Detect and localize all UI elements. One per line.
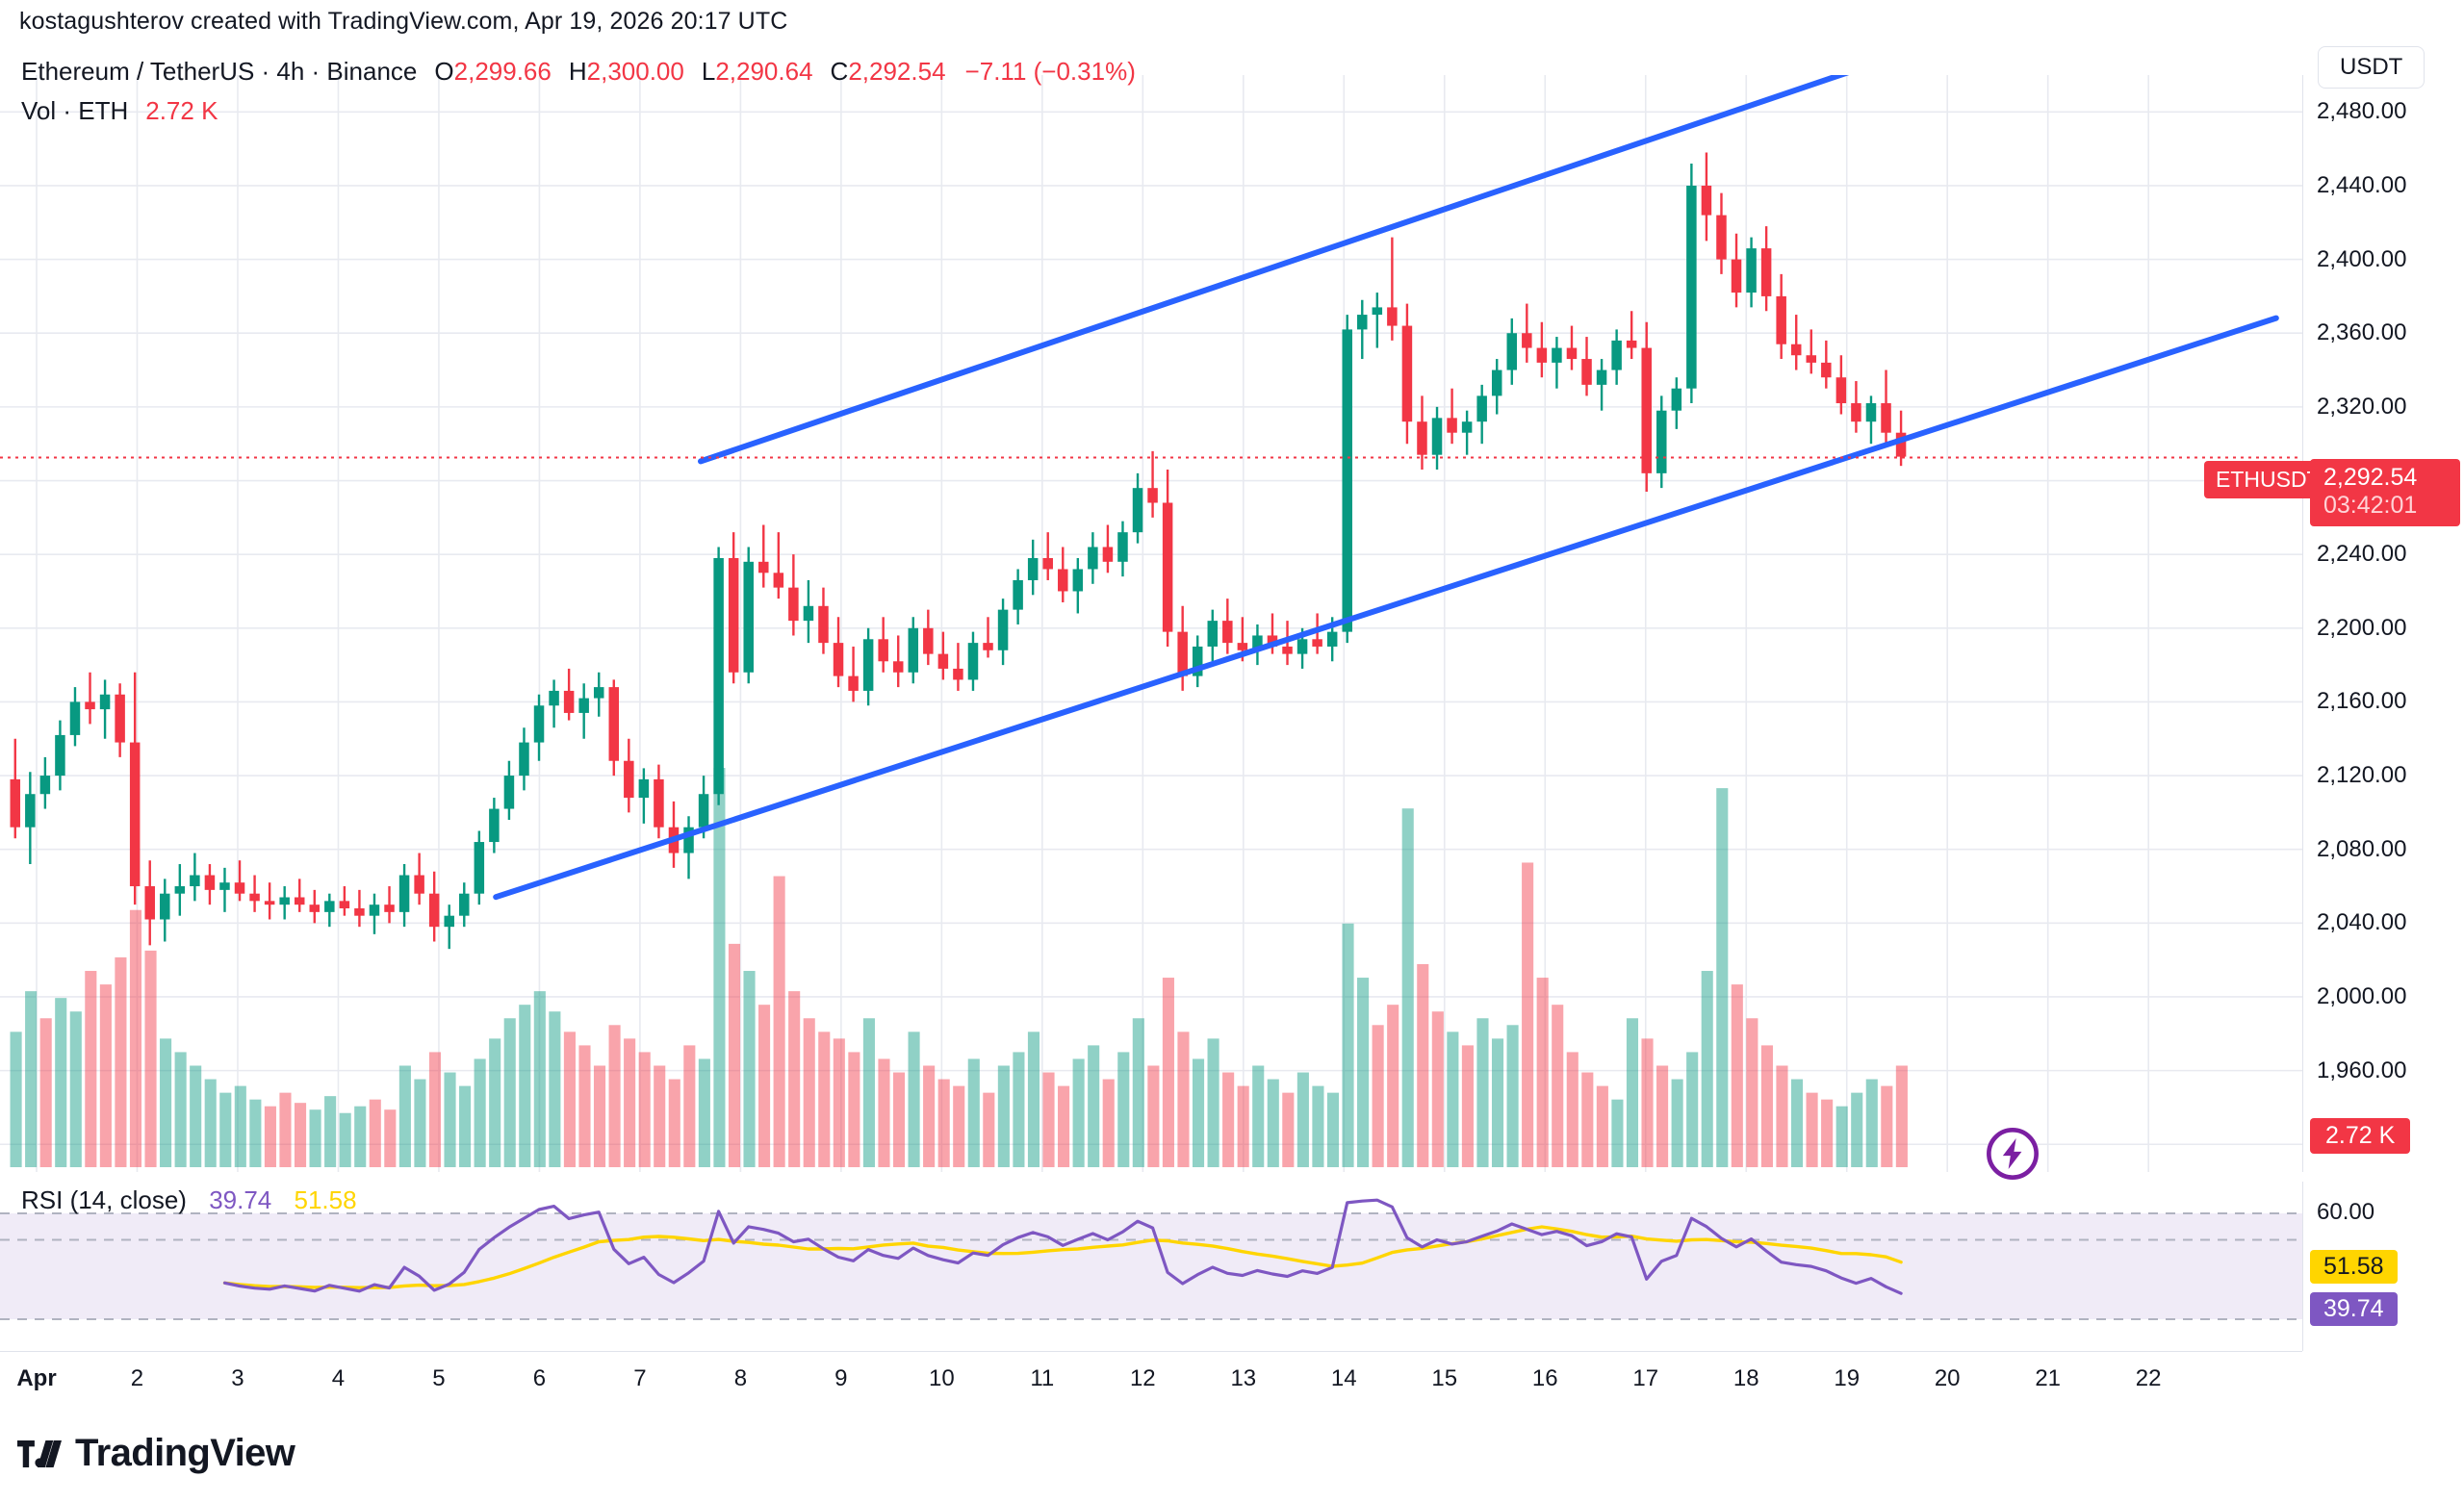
time-axis-tick: 22 <box>2135 1365 2162 1391</box>
price-axis-tick: 2,040.00 <box>2317 909 2407 936</box>
currency-pill[interactable]: USDT <box>2318 46 2426 89</box>
rsi-value-badge: 39.74 <box>2310 1292 2398 1326</box>
tradingview-mark-icon <box>17 1439 62 1467</box>
attribution-text: kostagushterov created with TradingView.… <box>19 8 788 35</box>
lightning-bolt-icon[interactable] <box>1985 1126 2040 1182</box>
last-price-value: 2,292.54 <box>2323 464 2418 491</box>
price-axis-tick: 2,200.00 <box>2317 614 2407 641</box>
time-axis-tick: 13 <box>1230 1365 1257 1391</box>
time-axis-tick: 10 <box>928 1365 955 1391</box>
time-axis-tick: 11 <box>1030 1365 1055 1391</box>
time-axis-tick: 19 <box>1834 1365 1861 1391</box>
rsi-pane[interactable] <box>0 1182 2302 1351</box>
rsi-legend: RSI (14, close) 39.74 51.58 <box>21 1185 357 1215</box>
time-axis-tick: 21 <box>2035 1365 2062 1391</box>
volume-badge: 2.72 K <box>2310 1118 2411 1154</box>
time-axis-tick: 18 <box>1732 1365 1759 1391</box>
time-axis-tick: 4 <box>331 1365 346 1391</box>
rsi-legend-ma-value: 51.58 <box>294 1185 357 1214</box>
time-axis-tick: 8 <box>733 1365 748 1391</box>
price-axis-tick: 2,240.00 <box>2317 541 2407 568</box>
price-axis-tick: 2,440.00 <box>2317 171 2407 198</box>
tradingview-logo: TradingView <box>17 1432 295 1475</box>
rsi-chart-svg <box>0 1198 2302 1320</box>
rsi-legend-value: 39.74 <box>209 1185 272 1214</box>
rsi-ma-badge: 51.58 <box>2310 1250 2398 1284</box>
rsi-legend-name: RSI (14, close) <box>21 1185 187 1214</box>
time-axis-tick: 20 <box>1934 1365 1961 1391</box>
time-axis-tick: 7 <box>633 1365 647 1391</box>
price-axis[interactable]: 2,480.00 2,440.00 2,400.00 2,360.00 2,320.00… <box>2302 75 2464 1172</box>
time-axis-tick: 16 <box>1531 1365 1558 1391</box>
last-price-badge: 2,292.54 03:42:01 <box>2310 459 2460 526</box>
price-axis-tick: 2,120.00 <box>2317 762 2407 789</box>
price-axis-tick: 2,000.00 <box>2317 982 2407 1009</box>
price-axis-tick: 2,400.00 <box>2317 245 2407 272</box>
tradingview-wordmark: TradingView <box>75 1432 295 1474</box>
rsi-axis[interactable]: 60.00 <box>2302 1182 2464 1351</box>
price-axis-tick: 2,360.00 <box>2317 319 2407 346</box>
time-axis-tick: 14 <box>1330 1365 1357 1391</box>
time-axis-tick: 12 <box>1129 1365 1156 1391</box>
price-axis-tick: 2,080.00 <box>2317 835 2407 862</box>
time-axis-tick: 2 <box>130 1365 144 1391</box>
time-axis-tick: Apr <box>16 1365 57 1391</box>
time-axis-tick: 5 <box>432 1365 446 1391</box>
price-axis-tick: 2,320.00 <box>2317 393 2407 420</box>
bar-countdown: 03:42:01 <box>2323 492 2418 519</box>
time-axis[interactable]: Apr 2 3 4 5 6 7 8 9 10 11 12 13 14 15 16 17 18 19 20 21 22 <box>0 1351 2302 1405</box>
time-axis-tick: 17 <box>1632 1365 1659 1391</box>
price-chart-svg <box>0 75 2302 1172</box>
price-axis-tick: 1,960.00 <box>2317 1057 2407 1083</box>
time-axis-tick: 15 <box>1431 1365 1458 1391</box>
price-pane[interactable] <box>0 75 2302 1172</box>
time-axis-tick: 3 <box>231 1365 244 1391</box>
price-axis-tick: 2,160.00 <box>2317 688 2407 715</box>
time-axis-tick: 6 <box>532 1365 547 1391</box>
time-axis-tick: 9 <box>834 1365 848 1391</box>
rsi-axis-tick: 60.00 <box>2317 1199 2375 1225</box>
price-axis-tick: 2,480.00 <box>2317 98 2407 125</box>
